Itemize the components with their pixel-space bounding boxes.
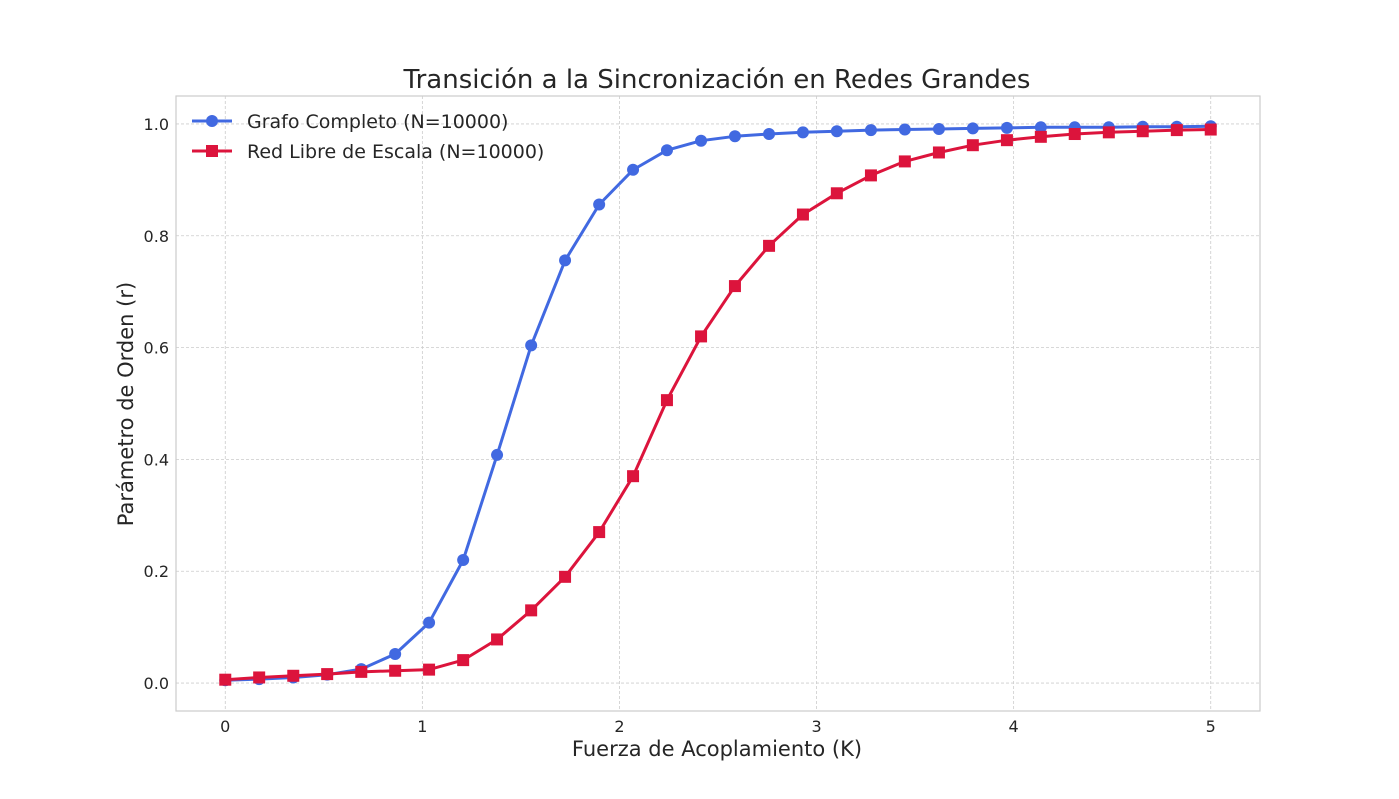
series-line: [225, 124, 1211, 682]
y-tick-label: 0.2: [144, 562, 169, 581]
x-tick-label: 2: [614, 717, 624, 736]
legend-entry: Red Libre de Escala (N=10000): [192, 141, 544, 163]
series-1: [219, 123, 1217, 686]
data-point: [864, 169, 877, 182]
data-point: [559, 254, 572, 267]
series-line: [225, 128, 1211, 682]
data-point: [491, 448, 504, 461]
data-point: [525, 604, 538, 617]
data-point: [525, 339, 538, 352]
data-point: [559, 570, 572, 583]
legend-marker: [206, 145, 218, 157]
data-point: [219, 673, 232, 686]
data-point: [423, 616, 436, 629]
y-tick-label: 0.4: [144, 450, 169, 469]
x-tick-label: 1: [417, 717, 427, 736]
data-point: [1204, 123, 1217, 136]
data-point: [660, 394, 673, 407]
data-point: [627, 163, 640, 176]
y-tick-label: 1.0: [144, 115, 169, 134]
data-point: [763, 128, 776, 141]
data-point: [796, 208, 809, 221]
legend-label: Red Libre de Escala (N=10000): [247, 141, 544, 163]
data-point: [355, 665, 368, 678]
data-point: [1068, 128, 1081, 141]
data-point: [1136, 125, 1149, 138]
legend-marker: [206, 115, 218, 127]
data-point: [728, 280, 741, 293]
data-point: [830, 187, 843, 200]
tick-labels: 0 1 2 3 4 5 0.0 0.2 0.4 0.6 0.8 1.0: [144, 115, 1216, 736]
data-point: [1034, 121, 1047, 134]
data-point: [1034, 130, 1047, 143]
data-point: [593, 526, 606, 539]
x-tick-label: 4: [1009, 717, 1019, 736]
data-point: [1000, 134, 1013, 147]
data-point: [593, 198, 606, 211]
data-point: [830, 125, 843, 138]
series-0: [219, 120, 1217, 687]
x-tick-label: 3: [811, 717, 821, 736]
y-tick-label: 0.6: [144, 339, 169, 358]
data-point: [695, 330, 708, 343]
legend: Grafo Completo (N=10000) Red Libre de Esc…: [192, 111, 544, 163]
data-point: [695, 134, 708, 147]
data-point: [287, 669, 300, 682]
y-tick-label: 0.8: [144, 227, 169, 246]
plot-area: [219, 120, 1217, 687]
data-point: [423, 663, 436, 676]
data-point: [796, 126, 809, 139]
data-point: [457, 554, 470, 567]
data-point: [321, 668, 334, 681]
data-point: [389, 647, 402, 660]
data-point: [491, 633, 504, 646]
data-point: [627, 470, 640, 483]
data-point: [898, 123, 911, 136]
chart-title: Transición a la Sincronización en Redes …: [403, 65, 1031, 95]
data-point: [898, 155, 911, 168]
data-point: [864, 124, 877, 137]
y-tick-label: 0.0: [144, 674, 169, 693]
data-point: [932, 122, 945, 135]
x-axis-label: Fuerza de Acoplamiento (K): [572, 737, 862, 761]
data-point: [457, 654, 470, 667]
data-point: [966, 139, 979, 152]
x-tick-label: 0: [220, 717, 230, 736]
y-axis-label: Parámetro de Orden (r): [114, 282, 138, 526]
data-point: [660, 144, 673, 157]
data-point: [763, 239, 776, 252]
data-point: [1170, 124, 1183, 137]
plot-frame: [175, 95, 1261, 712]
data-point: [966, 122, 979, 135]
data-point: [932, 146, 945, 159]
data-point: [389, 664, 402, 677]
data-point: [728, 130, 741, 143]
x-tick-label: 5: [1206, 717, 1216, 736]
data-point: [1000, 121, 1013, 134]
legend-entry: Grafo Completo (N=10000): [192, 111, 508, 133]
legend-label: Grafo Completo (N=10000): [247, 111, 508, 133]
grid: [176, 96, 1260, 711]
data-point: [253, 671, 266, 684]
data-point: [1102, 126, 1115, 139]
